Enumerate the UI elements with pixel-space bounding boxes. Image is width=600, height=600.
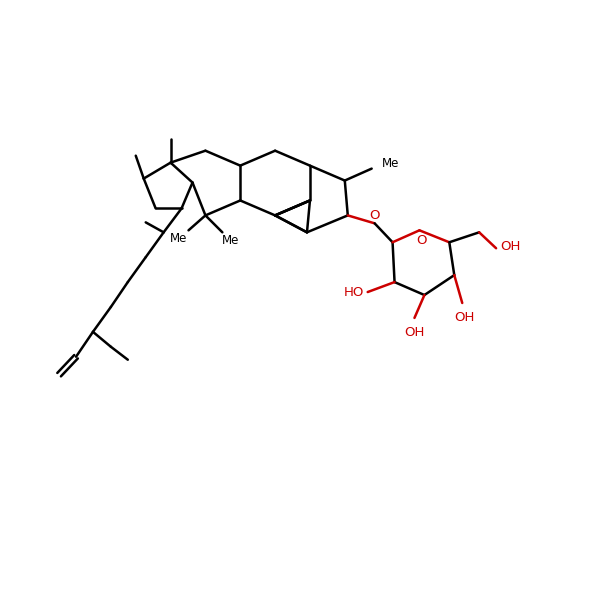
Text: Me: Me	[221, 234, 239, 247]
Text: Me: Me	[170, 232, 187, 245]
Text: HO: HO	[343, 286, 364, 299]
Text: O: O	[370, 209, 380, 222]
Text: OH: OH	[404, 326, 425, 339]
Text: O: O	[416, 234, 427, 247]
Text: OH: OH	[454, 311, 475, 324]
Text: Me: Me	[382, 157, 399, 170]
Text: OH: OH	[500, 240, 520, 253]
